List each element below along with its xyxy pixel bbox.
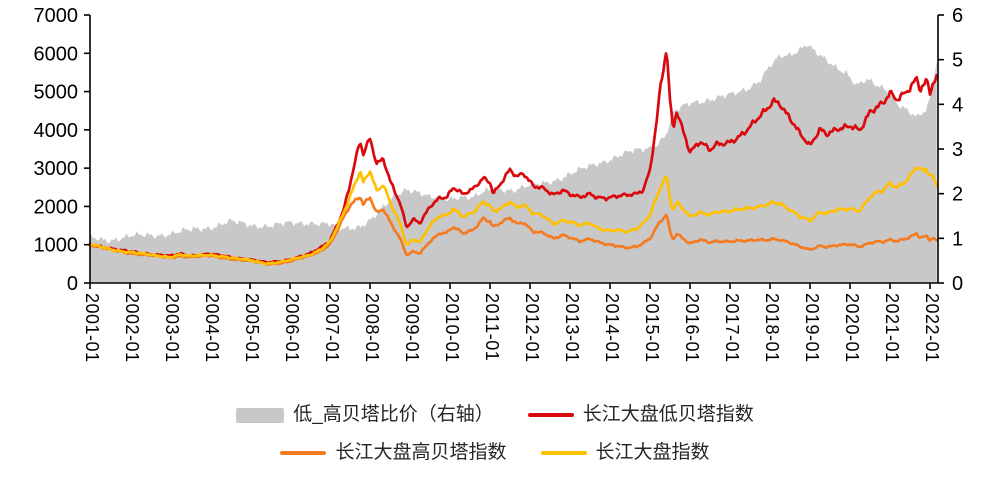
x-axis-tick-label: 2003-01 [162,293,182,363]
x-axis-tick-label: 2017-01 [722,293,742,363]
x-axis-tick-label: 2006-01 [282,293,302,363]
legend-label-high-beta: 长江大盘高贝塔指数 [335,442,507,463]
right-axis-tick-label: 2 [952,184,963,206]
left-axis-tick-label: 6000 [34,43,79,65]
x-axis-tick-label: 2001-01 [82,293,102,363]
series-line-market-index [88,166,939,266]
right-axis-tick-label: 0 [952,273,963,295]
x-axis-tick-label: 2007-01 [322,293,342,363]
legend-row-1: 低_高贝塔比价（右轴） 长江大盘低贝塔指数 [236,404,754,426]
x-axis-tick-label: 2002-01 [122,293,142,363]
legend-line-swatch-low-beta [527,413,574,417]
legend-item-index: 长江大盘指数 [540,442,710,464]
x-axis-tick-label: 2015-01 [642,293,662,363]
x-axis-tick-label: 2018-01 [762,293,782,363]
x-axis-tick-label: 2004-01 [202,293,222,363]
right-axis-tick-label: 5 [952,50,963,72]
left-axis-tick-label: 7000 [34,5,79,27]
right-axis-tick-label: 3 [952,139,963,161]
chart-canvas: 0 1000 2000 3000 4000 5000 6000 7000 0 1 2 3 4 5 6 2001… [34,5,964,363]
x-axis-tick-label: 2012-01 [522,293,542,363]
right-axis-tick-label: 4 [952,94,963,116]
legend-line-swatch-high-beta [280,451,327,455]
legend-label-index: 长江大盘指数 [595,442,710,463]
x-axis-tick-label: 2016-01 [682,293,702,363]
left-axis-tick-label: 2000 [34,196,79,218]
series-line-high-beta [88,196,939,267]
x-axis-tick-label: 2020-01 [842,293,862,363]
x-axis-tick-label: 2014-01 [602,293,622,363]
x-axis-tick-label: 2019-01 [802,293,822,363]
left-axis-tick-label: 4000 [34,120,79,142]
x-axis-tick-label: 2009-01 [402,293,422,363]
legend-row-2: 长江大盘高贝塔指数 长江大盘指数 [280,442,710,464]
left-axis-tick-label: 1000 [34,235,79,257]
legend-item-high-beta: 长江大盘高贝塔指数 [280,442,507,464]
left-axis-tick-label: 0 [67,273,78,295]
series-area-ratio [90,45,937,283]
x-axis-tick-label: 2008-01 [362,293,382,363]
left-axis-tick-label: 5000 [34,82,79,104]
legend-area-swatch [236,407,285,423]
x-axis-tick-label: 2005-01 [242,293,262,363]
legend-item-ratio: 低_高贝塔比价（右轴） [236,404,494,426]
x-axis-tick-label: 2010-01 [442,293,462,363]
legend-label-ratio: 低_高贝塔比价（右轴） [293,404,494,425]
legend-line-swatch-index [540,451,587,455]
legend-item-low-beta: 长江大盘低贝塔指数 [527,404,754,426]
right-axis-tick-label: 6 [952,5,963,27]
x-axis-tick-label: 2021-01 [882,293,902,363]
legend-label-low-beta: 长江大盘低贝塔指数 [582,404,754,425]
x-axis-tick-label: 2011-01 [482,293,502,361]
x-axis-tick-label: 2013-01 [562,293,582,363]
left-axis-tick-label: 3000 [34,158,79,180]
chart-legend: 低_高贝塔比价（右轴） 长江大盘低贝塔指数 长江大盘高贝塔指数 长江大盘指数 [0,404,990,464]
x-axis-tick-label: 2022-01 [922,293,942,363]
right-axis-tick-label: 1 [952,228,963,250]
